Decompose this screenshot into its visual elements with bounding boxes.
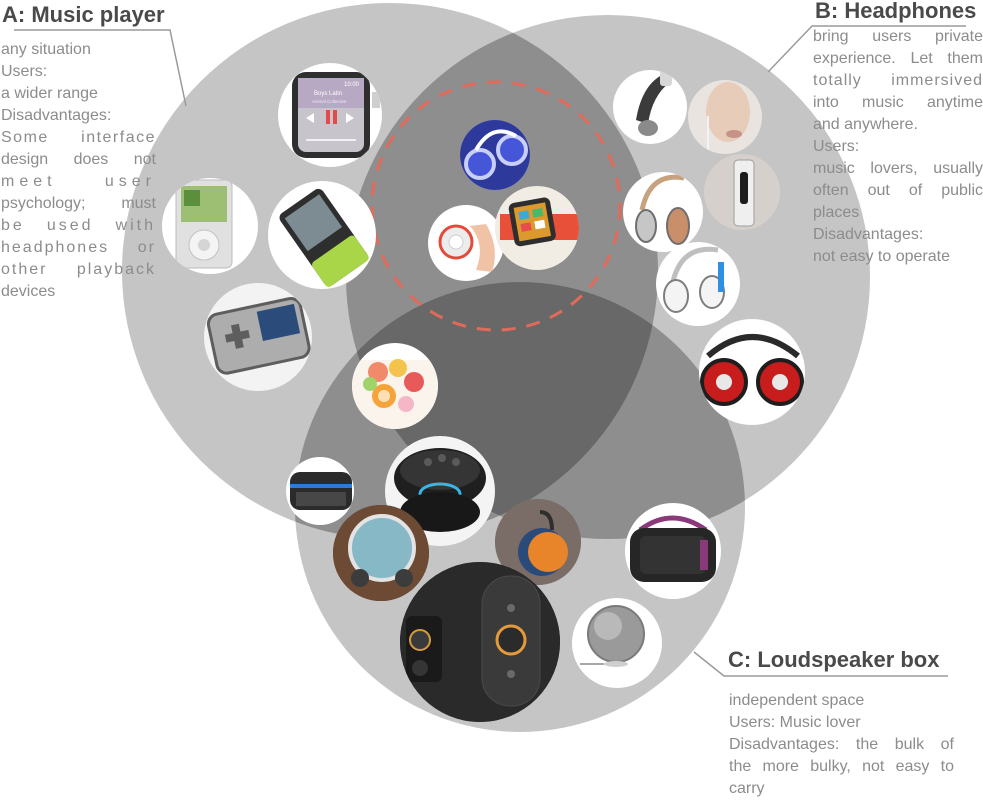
ipod-classic-thumbnail [162,178,258,274]
black-round-speaker-thumbnail [385,436,495,546]
candy-speaker-thumbnail [352,343,438,429]
loudspeaker-description: independent space Users: Music lover Dis… [729,690,954,800]
purple-bluetooth-speaker-thumbnail [625,503,721,599]
green-mp3-player-thumbnail [268,181,376,289]
dpad-mp3-player-thumbnail [204,283,312,391]
music-player-line: Disadvantages: [1,107,112,124]
hand-headphones-thumbnail [428,205,504,281]
headphones-line: experience. Let them [813,50,983,67]
woman-earphones-thumbnail [688,80,762,154]
music-player-line: design does not [1,151,156,168]
title-headphones: B: Headphones [815,0,977,23]
white-headphones-thumbnail [656,242,740,326]
music-player-line: a wider range [1,85,98,102]
music-player-line: psychology; must [1,195,156,212]
music-player-line: Some interface [1,129,156,146]
music-player-line: devices [1,283,56,300]
leader-line-b [767,25,966,73]
loudspeaker-line: the more bulky, not easy to [729,758,954,775]
music-player-line: headphones or [1,239,156,256]
blue-boombox-thumbnail [286,457,354,525]
title-music-player: A: Music player [2,2,165,27]
bluetooth-earpiece-thumbnail [613,70,687,144]
smartwatch-player-thumbnail: 10:00 Boys Latin Animal Collective [278,63,382,167]
orange-portable-speaker-thumbnail [495,499,581,585]
screen-artist: Animal Collective [312,99,347,104]
headphones-line: bring users private [813,28,983,45]
music-player-line: other playback [1,261,156,278]
highlight-dashed-circle [370,80,622,332]
title-loudspeaker-box: C: Loudspeaker box [728,647,940,672]
loudspeaker-line: carry [729,780,765,797]
portable-player-thumbnail [704,154,780,230]
music-player-description: any situation Users: a wider range Disad… [1,39,156,303]
teal-speaker-thumbnail [333,505,429,601]
music-player-line: meet user [1,173,156,190]
headphones-line: often out of public [813,182,983,199]
gold-headphones-thumbnail [623,172,703,252]
screen-song: Boys Latin [314,91,342,97]
headphones-line: into music anytime [813,94,983,111]
loudspeaker-line: Users: Music lover [729,714,861,731]
headphones-description: bring users private experience. Let them… [813,26,983,268]
desktop-speaker-system-thumbnail [400,562,560,722]
music-player-line: Users: [1,63,48,80]
leader-line-c [693,651,948,677]
leader-line-a [14,29,187,107]
orange-smartwatch-thumbnail [495,186,579,270]
headphones-line: Disadvantages: [813,226,924,243]
headphones-line: totally immersived [813,72,983,89]
headphones-line: not easy to operate [813,248,950,265]
silver-sphere-speaker-thumbnail [572,598,662,688]
music-player-line: be used with [1,217,156,234]
headphones-line: places [813,204,860,221]
blue-headphones-thumbnail [460,120,530,190]
loudspeaker-line: Disadvantages: the bulk of [729,736,954,753]
music-player-line: any situation [1,41,91,58]
loudspeaker-line: independent space [729,692,865,709]
headphones-line: Users: [813,138,860,155]
red-headphones-thumbnail [699,319,805,425]
headphones-line: and anywhere. [813,116,918,133]
screen-time: 10:00 [344,82,360,88]
headphones-line: music lovers, usually [813,160,983,177]
